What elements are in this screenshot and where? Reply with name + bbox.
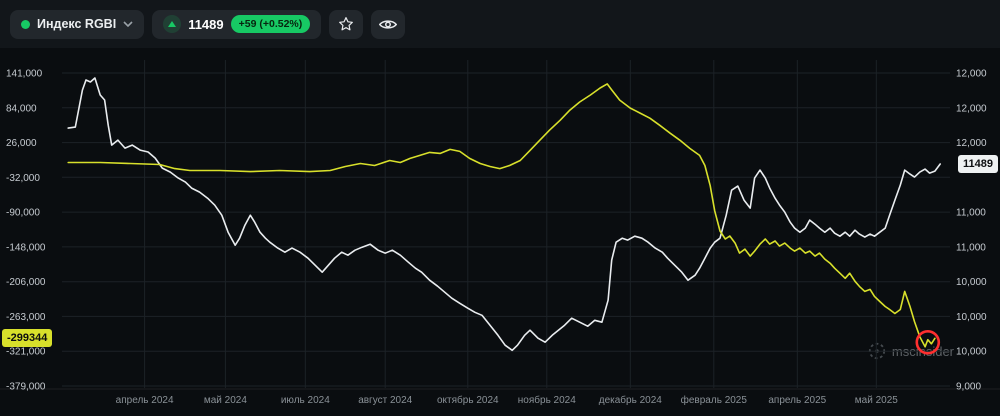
trading-chart-app: mscinsider 141,00012,00084,00012,00026,0… xyxy=(0,0,1000,416)
y-axis-label-left: -32,000 xyxy=(6,173,40,184)
y-axis-label-right: 12,000 xyxy=(956,103,987,114)
red-circle-annotation xyxy=(917,331,939,353)
x-axis-label: октябрь 2024 xyxy=(437,394,499,406)
watch-button[interactable] xyxy=(371,10,405,39)
y-axis-label-right: 10,000 xyxy=(956,277,987,288)
y-axis-label-right: 10,000 xyxy=(956,347,987,358)
y-axis-label-right: 12,000 xyxy=(956,69,987,80)
y-axis-label-left: 141,000 xyxy=(6,69,43,80)
instrument-selector[interactable]: Индекс RGBI xyxy=(10,10,144,39)
x-axis-label: август 2024 xyxy=(358,395,412,406)
y-axis-label-left: -379,000 xyxy=(6,382,46,393)
instrument-name: Индекс RGBI xyxy=(37,17,116,31)
x-axis-label: декабрь 2024 xyxy=(599,394,663,406)
y-axis-label-left: -90,000 xyxy=(6,208,40,219)
y-axis-label-right: 11,000 xyxy=(956,242,986,253)
white-series-value-badge: 11489 xyxy=(958,155,998,173)
x-axis-label: май 2025 xyxy=(855,395,898,406)
x-axis-label: апрель 2025 xyxy=(768,395,826,406)
chevron-down-icon xyxy=(123,21,133,27)
quote-pill: 11489 +59 (+0.52%) xyxy=(152,10,321,39)
x-axis-label: ноябрь 2024 xyxy=(518,394,576,406)
x-axis-label: февраль 2025 xyxy=(681,394,748,406)
yellow-series-value-badge: -299344 xyxy=(2,329,52,347)
x-axis-label: июль 2024 xyxy=(281,395,330,406)
x-axis-label: май 2024 xyxy=(204,395,247,406)
chart-svg: 141,000 12,000 84,000 12,000 26,000 12,000 -32… xyxy=(0,0,1000,416)
favorite-button[interactable] xyxy=(329,10,363,39)
trend-up-icon xyxy=(163,15,181,33)
eye-icon xyxy=(379,18,397,31)
y-axis-label-left: -148,000 xyxy=(6,242,46,253)
y-axis-label-left: -206,000 xyxy=(6,277,46,288)
toolbar: Индекс RGBI 11489 +59 (+0.52%) xyxy=(0,0,1000,48)
y-axis-label-left: 26,000 xyxy=(6,138,37,149)
yellow-line-series xyxy=(68,84,935,347)
y-axis-label-left: -321,000 xyxy=(6,347,46,358)
white-line-series xyxy=(68,78,940,350)
y-axis-label-right: 11,000 xyxy=(956,208,986,219)
x-axis-label: апрель 2024 xyxy=(116,395,174,406)
y-axis-label-right: 10,000 xyxy=(956,312,987,323)
star-icon xyxy=(338,16,354,32)
quote-value: 11489 xyxy=(188,17,223,32)
y-axis-label-right: 9,000 xyxy=(956,382,981,393)
y-axis-label-left: 84,000 xyxy=(6,103,37,114)
change-badge: +59 (+0.52%) xyxy=(231,15,311,33)
y-axis-label-right: 12,000 xyxy=(956,138,987,149)
y-axis-label-left: -263,000 xyxy=(6,312,46,323)
instrument-status-dot xyxy=(21,20,30,29)
